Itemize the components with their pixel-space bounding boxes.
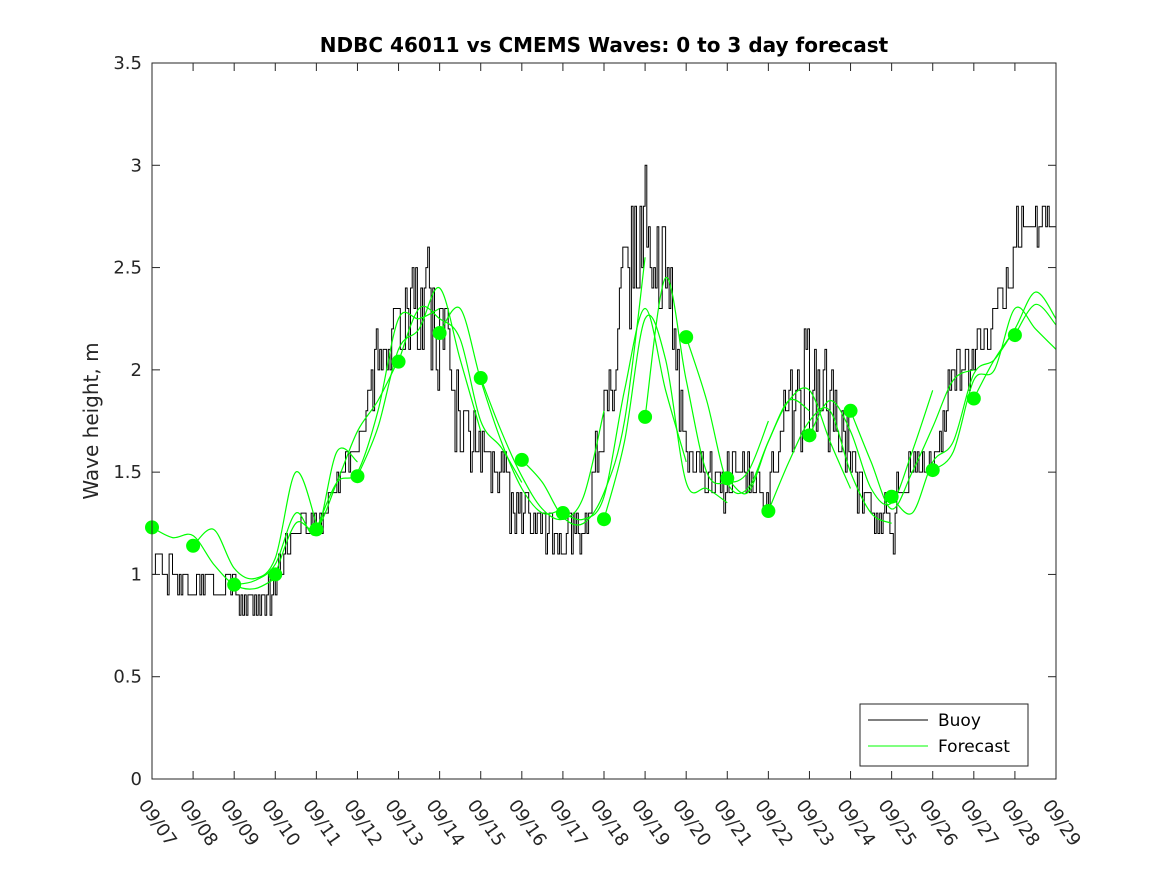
- forecast-line: [356, 287, 482, 477]
- forecast-line: [234, 447, 358, 586]
- y-tick-label: 0: [131, 769, 142, 790]
- y-tick-labels: 0 0.5 1 1.5 2 2.5 3 3.5: [113, 53, 142, 790]
- axes-ticks: [151, 62, 1057, 780]
- legend-box: [859, 703, 1029, 767]
- y-tick-label: 0.5: [113, 667, 142, 688]
- forecast-point: [268, 567, 283, 582]
- chart-title: NDBC 46011 vs CMEMS Waves: 0 to 3 day fo…: [320, 33, 889, 57]
- legend-buoy-label: Buoy: [938, 711, 981, 731]
- forecast-line: [480, 377, 605, 521]
- forecast-line: [151, 526, 276, 590]
- forecast-line: [808, 390, 934, 506]
- y-axis-label: Wave height, m: [79, 342, 103, 499]
- forecast-line: [726, 387, 852, 495]
- forecast-point: [720, 471, 735, 486]
- forecast-line: [315, 307, 440, 530]
- forecast-point: [966, 391, 981, 406]
- forecast-point: [761, 504, 776, 519]
- forecast-point: [514, 452, 529, 467]
- forecast-point: [597, 512, 611, 527]
- forecast-line: [644, 277, 769, 485]
- forecast-point: [350, 469, 365, 484]
- buoy-series: [152, 164, 1057, 616]
- forecast-point: [473, 371, 488, 386]
- forecast-point: [1007, 328, 1022, 343]
- forecast-series-group: [151, 257, 1057, 590]
- y-tick-label: 1: [131, 564, 142, 585]
- forecast-point: [884, 489, 899, 504]
- forecast-point: [309, 522, 324, 537]
- y-tick-label: 3: [131, 155, 142, 176]
- y-tick-label: 2: [131, 360, 142, 381]
- forecast-line: [439, 306, 564, 515]
- forecast-point: [391, 354, 406, 369]
- forecast-point: [843, 403, 858, 418]
- forecast-point: [186, 538, 201, 553]
- forecast-line: [767, 406, 892, 524]
- y-tick-label: 1.5: [113, 462, 142, 483]
- forecast-point: [925, 463, 940, 478]
- forecast-point: [802, 428, 817, 443]
- forecast-point: [432, 326, 447, 341]
- legend: Buoy Forecast: [859, 703, 1029, 767]
- forecast-point: [679, 330, 694, 345]
- forecast-line: [397, 305, 523, 483]
- forecast-line: [849, 369, 975, 510]
- forecast-line: [562, 307, 687, 521]
- forecast-line: [932, 306, 1057, 471]
- forecast-line: [192, 471, 317, 580]
- forecast-point: [638, 409, 653, 424]
- forecast-line: [603, 314, 728, 520]
- forecast-point: [227, 577, 242, 592]
- y-tick-label: 3.5: [113, 53, 142, 74]
- y-tick-label: 2.5: [113, 258, 142, 279]
- forecast-line: [1014, 303, 1057, 336]
- legend-forecast-label: Forecast: [938, 737, 1010, 757]
- buoy-line: [152, 164, 1057, 616]
- forecast-point: [555, 506, 570, 521]
- analysis-points-group: [145, 326, 1022, 592]
- forecast-line: [521, 257, 646, 526]
